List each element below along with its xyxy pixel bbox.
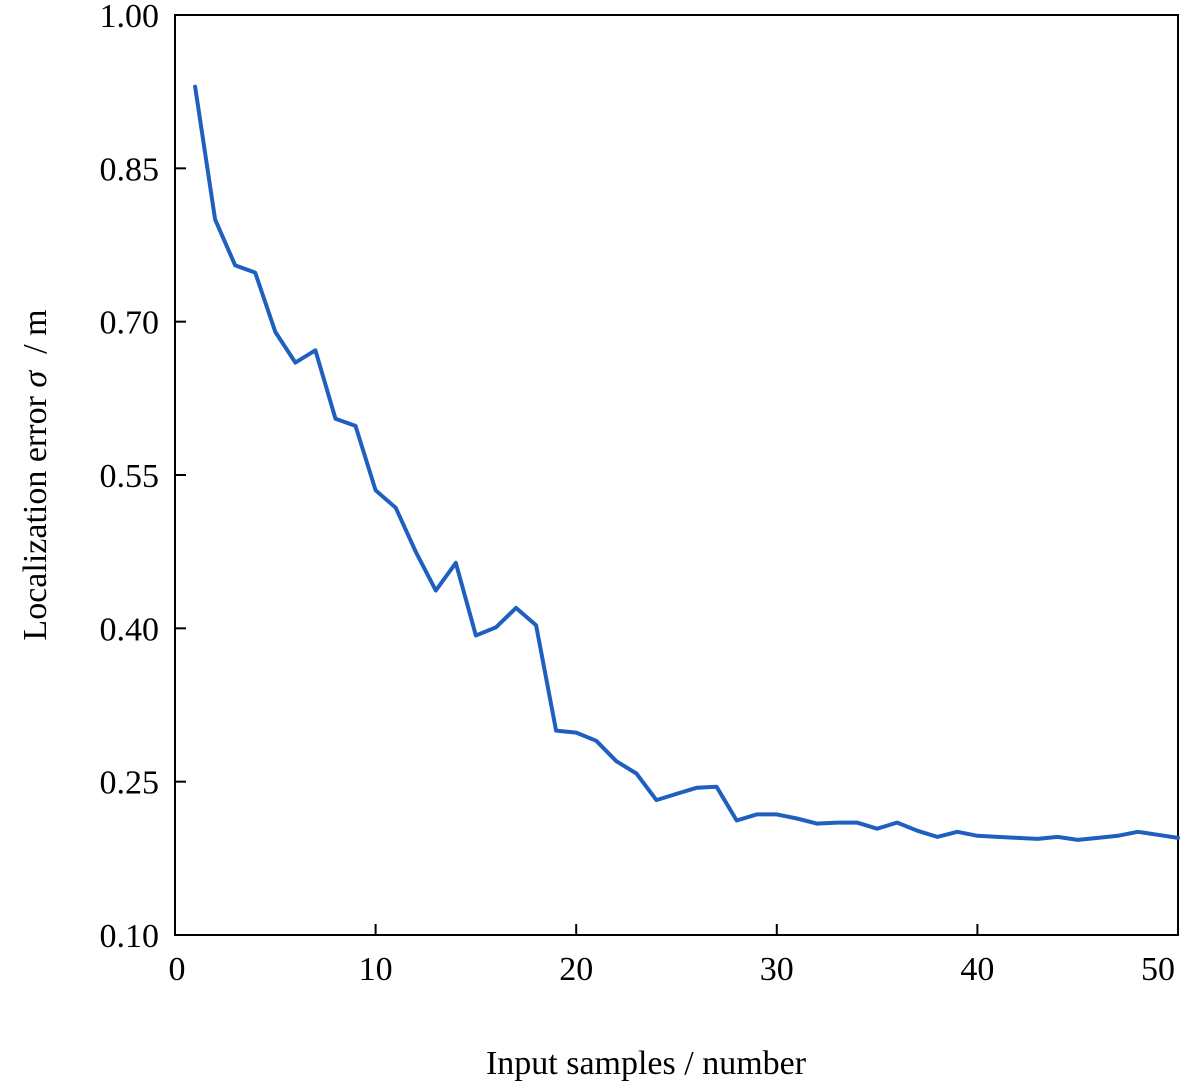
x-tick-label: 10 [359,951,393,988]
x-axis-title: Input samples / number [486,1045,807,1082]
y-axis-title-prefix: Localization error [17,388,54,641]
y-tick-label: 0.55 [100,458,160,495]
x-axis: 0 10 20 30 40 50 [169,924,1179,988]
x-tick-label: 30 [760,951,794,988]
x-tick-label: 0 [169,951,186,988]
series-line [193,84,1180,842]
y-tick-label: 0.70 [100,305,160,342]
y-axis-title-suffix: / m [17,309,54,370]
y-axis-title: Localization error σ / m [17,309,54,640]
x-tick-label: 50 [1141,951,1175,988]
y-tick-label: 0.85 [100,151,160,188]
y-tick-label: 0.40 [100,611,160,648]
plot-frame [174,14,1179,936]
x-tick-label: 20 [559,951,593,988]
y-tick-label: 0.10 [100,918,160,955]
y-tick-label: 1.00 [100,0,160,35]
y-tick-label: 0.25 [100,765,160,802]
y-axis-title-symbol: σ [17,370,54,388]
x-tick-label: 40 [960,951,994,988]
y-axis: 0.10 0.25 0.40 0.55 0.70 0.85 1.00 [100,0,186,955]
